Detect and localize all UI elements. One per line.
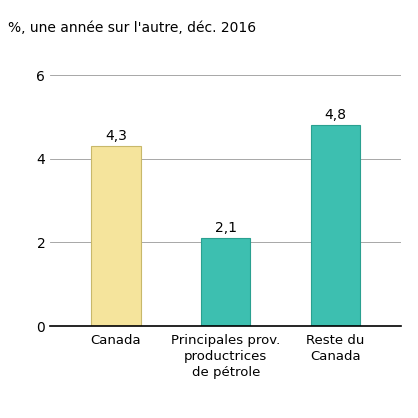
Text: 4,8: 4,8: [324, 109, 347, 122]
Bar: [201, 238, 250, 326]
Bar: [91, 146, 141, 326]
Text: 4,3: 4,3: [105, 130, 127, 143]
Text: %, une année sur l'autre, déc. 2016: %, une année sur l'autre, déc. 2016: [8, 21, 257, 35]
Text: 2,1: 2,1: [215, 222, 237, 235]
Bar: [311, 125, 360, 326]
